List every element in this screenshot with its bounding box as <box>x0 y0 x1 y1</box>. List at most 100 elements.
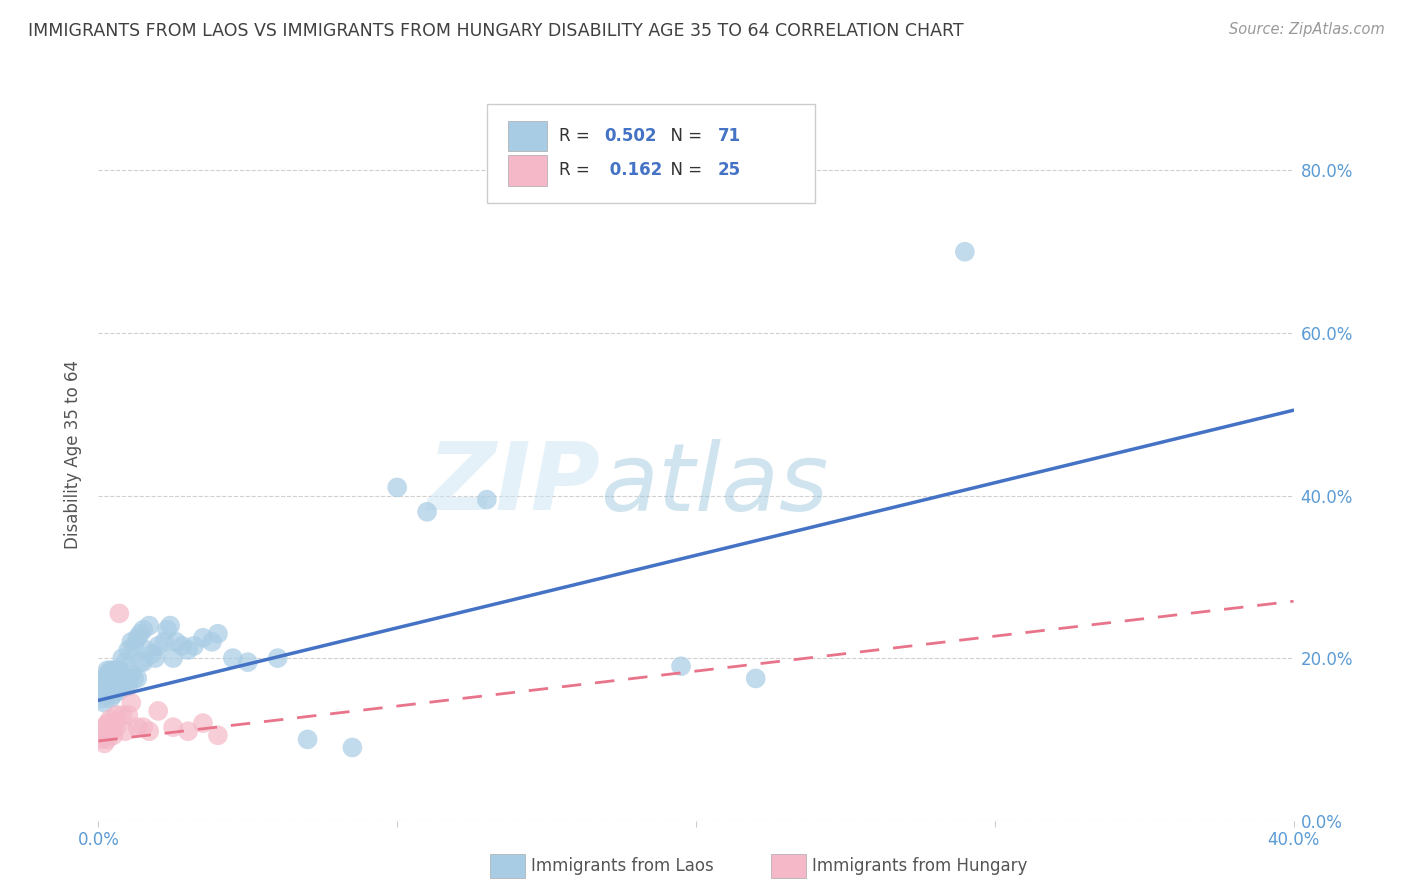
Point <box>105 663 128 677</box>
Text: N =: N = <box>661 127 707 145</box>
Text: Immigrants from Laos: Immigrants from Laos <box>531 857 714 875</box>
Point <box>127 720 149 734</box>
Point <box>117 680 139 694</box>
Text: R =: R = <box>558 127 595 145</box>
Point <box>120 635 142 649</box>
Point <box>108 683 131 698</box>
Point <box>416 505 439 519</box>
Point <box>124 672 146 686</box>
Point <box>117 643 139 657</box>
Point <box>172 639 194 653</box>
Point <box>103 728 125 742</box>
Point <box>159 618 181 632</box>
Point <box>135 643 157 657</box>
Point <box>267 651 290 665</box>
Text: 71: 71 <box>717 127 741 145</box>
Point <box>105 708 128 723</box>
Point <box>177 724 200 739</box>
Text: atlas: atlas <box>600 439 828 530</box>
FancyBboxPatch shape <box>772 854 806 879</box>
Point <box>96 667 118 681</box>
Point <box>207 728 229 742</box>
Point <box>162 720 184 734</box>
Point <box>141 647 163 661</box>
Y-axis label: Disability Age 35 to 64: Disability Age 35 to 64 <box>65 360 83 549</box>
Point <box>100 712 122 726</box>
Point <box>165 635 187 649</box>
Point <box>117 708 139 723</box>
Point <box>90 732 112 747</box>
Point <box>103 672 125 686</box>
Point <box>90 683 112 698</box>
Point <box>90 691 112 706</box>
Point <box>191 716 214 731</box>
Point <box>96 716 118 731</box>
Point <box>114 724 136 739</box>
Point <box>132 623 155 637</box>
FancyBboxPatch shape <box>486 103 815 202</box>
Point <box>90 724 112 739</box>
Point <box>745 672 768 686</box>
Point <box>100 663 122 677</box>
Point <box>475 492 498 507</box>
Text: IMMIGRANTS FROM LAOS VS IMMIGRANTS FROM HUNGARY DISABILITY AGE 35 TO 64 CORRELAT: IMMIGRANTS FROM LAOS VS IMMIGRANTS FROM … <box>28 22 963 40</box>
Point <box>183 639 205 653</box>
Point <box>669 659 692 673</box>
Point <box>108 607 131 621</box>
Point <box>96 683 118 698</box>
Text: 0.162: 0.162 <box>605 161 662 179</box>
FancyBboxPatch shape <box>509 120 547 152</box>
Text: ZIP: ZIP <box>427 438 600 530</box>
FancyBboxPatch shape <box>491 854 524 879</box>
Point <box>93 672 115 686</box>
Point <box>96 663 118 677</box>
Point <box>103 680 125 694</box>
Point <box>100 672 122 686</box>
Point <box>105 683 128 698</box>
Point <box>129 655 152 669</box>
Point <box>153 635 176 649</box>
Point <box>96 732 118 747</box>
Point <box>93 736 115 750</box>
Point <box>105 675 128 690</box>
Point <box>953 244 976 259</box>
Point <box>127 631 149 645</box>
Point <box>111 680 134 694</box>
Point <box>111 672 134 686</box>
Point <box>111 651 134 665</box>
Point <box>117 672 139 686</box>
Point <box>103 716 125 731</box>
Point <box>129 626 152 640</box>
Point <box>96 675 118 690</box>
Point <box>207 626 229 640</box>
Point <box>222 651 245 665</box>
Point <box>103 663 125 677</box>
Point <box>156 623 179 637</box>
Point <box>138 724 160 739</box>
Point <box>114 655 136 669</box>
Point <box>143 651 166 665</box>
Point <box>148 639 170 653</box>
Point <box>108 663 131 677</box>
Point <box>93 696 115 710</box>
Text: Immigrants from Hungary: Immigrants from Hungary <box>811 857 1028 875</box>
Text: R =: R = <box>558 161 595 179</box>
Point <box>177 643 200 657</box>
Text: 25: 25 <box>717 161 741 179</box>
Point <box>236 655 259 669</box>
Point <box>132 720 155 734</box>
Point <box>385 480 409 494</box>
Point <box>132 655 155 669</box>
Point <box>120 667 142 681</box>
Point <box>100 680 122 694</box>
Point <box>100 724 122 739</box>
Point <box>111 708 134 723</box>
Point <box>201 635 224 649</box>
Text: N =: N = <box>661 161 707 179</box>
Point <box>103 688 125 702</box>
Point <box>93 675 115 690</box>
Point <box>114 680 136 694</box>
Text: 0.502: 0.502 <box>605 127 657 145</box>
Point <box>93 720 115 734</box>
Point <box>96 688 118 702</box>
